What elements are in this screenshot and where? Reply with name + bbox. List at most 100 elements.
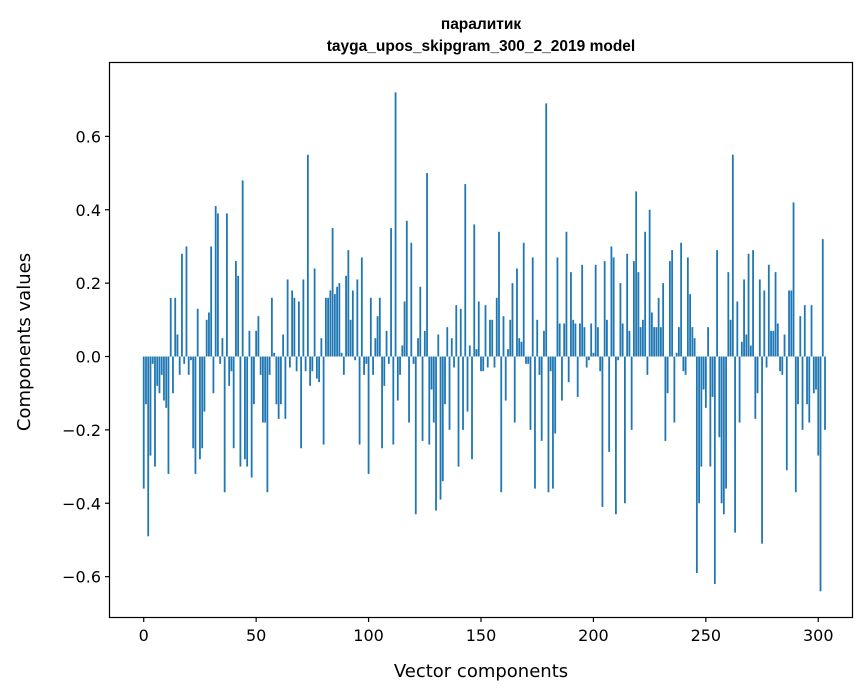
bar-286 [785,356,788,471]
bar-5 [154,356,156,467]
bar-217 [630,356,633,430]
bar-90 [345,275,347,357]
bar-157 [495,297,498,357]
bar-266 [740,341,743,357]
bar-296 [808,356,811,423]
bar-301 [819,356,822,592]
bar-189 [567,356,570,383]
bar-203 [599,356,602,372]
bar-240 [682,356,685,372]
bar-215 [626,253,629,357]
bar-142 [462,356,464,430]
bar-219 [635,191,638,357]
bar-8 [160,356,163,375]
bar-251 [707,327,709,357]
bar-199 [590,323,593,357]
bar-61 [279,356,282,405]
bar-17 [181,253,183,357]
bar-271 [752,250,754,357]
bar-167 [518,338,521,357]
bar-277 [765,356,768,368]
bar-253 [711,356,714,397]
bar-100 [367,356,370,474]
bar-284 [781,356,784,375]
bar-140 [457,356,460,467]
bar-108 [385,330,388,357]
bar-270 [749,345,752,357]
bar-67 [293,297,296,357]
bar-169 [522,242,525,357]
bar-119 [410,242,413,357]
bar-65 [288,356,291,368]
bar-168 [520,341,523,357]
bar-223 [644,231,647,357]
bar-174 [534,356,536,489]
bar-35 [221,338,224,357]
bar-49 [253,356,255,405]
bar-302 [821,239,824,357]
bar-297 [810,305,813,357]
bar-97 [360,257,363,357]
bar-93 [351,290,354,357]
bar-209 [612,257,615,357]
bar-198 [588,356,590,361]
bar-26 [201,356,204,449]
bar-62 [282,334,285,357]
bar-171 [527,356,530,364]
bar-247 [698,356,700,504]
bar-290 [794,356,797,493]
bar-126 [426,173,428,357]
bar-21 [190,356,192,361]
bar-80 [322,356,325,445]
bar-59 [275,356,278,405]
bar-81 [324,297,327,357]
bar-180 [547,356,550,493]
bar-32 [214,206,217,357]
bar-130 [435,356,437,511]
bar-201 [594,264,597,357]
bar-54 [264,356,267,423]
bar-22 [192,356,195,449]
bar-243 [689,294,692,357]
bar-144 [466,356,469,412]
bar-146 [471,356,473,460]
bar-283 [779,356,781,372]
bar-206 [606,319,608,357]
bar-275 [761,356,763,544]
bar-182 [552,356,554,489]
bar-245 [693,338,696,357]
bar-190 [570,272,572,357]
bar-84 [331,228,334,357]
bar-123 [419,286,422,357]
bar-210 [615,356,617,515]
bar-163 [509,319,512,357]
bar-272 [754,356,757,419]
bar-30 [210,246,213,357]
bar-218 [633,261,635,357]
bar-33 [217,213,219,357]
bar-294 [803,305,806,357]
bar-125 [423,330,426,357]
bar-132 [439,356,442,500]
bar-147 [473,224,476,357]
bar-181 [549,356,552,372]
bar-155 [491,319,494,357]
bar-252 [709,356,712,467]
bar-173 [531,257,534,357]
bar-127 [428,356,431,445]
x-tick-label: 250 [691,626,722,645]
x-axis-ticks: 0 50 100 150 200 250 300 [139,617,834,645]
bar-225 [648,209,651,357]
bar-185 [558,323,561,357]
bar-75 [311,356,314,372]
bar-129 [432,356,435,423]
x-tick-label: 150 [466,626,497,645]
bar-57 [270,297,273,357]
y-tick-label: 0.2 [76,274,101,293]
bar-109 [387,356,390,364]
bar-29 [208,312,210,357]
bar-137 [450,338,453,357]
bar-282 [776,323,779,357]
bar-160 [502,316,505,357]
bar-232 [664,356,667,441]
